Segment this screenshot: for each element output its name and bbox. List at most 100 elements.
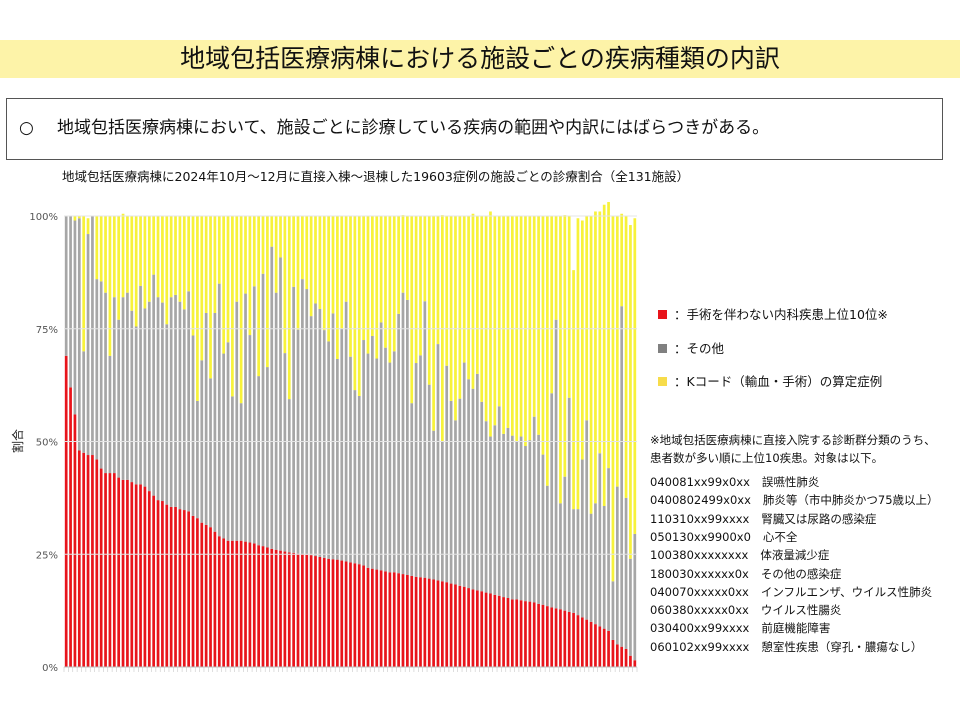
bar-segment-series-2 bbox=[633, 218, 637, 534]
bar-segment-series-1 bbox=[314, 303, 317, 557]
bar-segment-series-0 bbox=[99, 468, 103, 667]
bar-segment-series-1 bbox=[607, 468, 610, 631]
bar-segment-series-1 bbox=[510, 435, 514, 600]
bar-segment-series-1 bbox=[318, 308, 322, 557]
bar-segment-series-2 bbox=[322, 216, 326, 331]
bar-segment-series-0 bbox=[204, 524, 208, 667]
bar-segment-series-1 bbox=[515, 441, 519, 600]
bar-segment-series-0 bbox=[585, 619, 589, 667]
bar-segment-series-2 bbox=[467, 216, 470, 380]
bar-segment-series-0 bbox=[602, 628, 606, 667]
bar-segment-series-1 bbox=[497, 406, 501, 596]
bar-segment-series-0 bbox=[274, 549, 278, 667]
bar-segment-series-0 bbox=[178, 509, 182, 667]
bar-segment-series-1 bbox=[139, 285, 142, 485]
bar-segment-series-1 bbox=[528, 440, 532, 602]
legend-swatch-gray bbox=[658, 344, 667, 353]
bar-segment-series-2 bbox=[462, 216, 466, 363]
bar-segment-series-1 bbox=[401, 292, 405, 575]
bar-segment-series-2 bbox=[112, 216, 116, 298]
bar-segment-series-0 bbox=[362, 565, 365, 667]
bar-segment-series-0 bbox=[550, 607, 554, 667]
bar-segment-series-2 bbox=[357, 216, 361, 396]
bar-segment-series-1 bbox=[261, 273, 265, 547]
bar-segment-series-0 bbox=[458, 585, 462, 667]
bar-segment-series-0 bbox=[104, 473, 107, 667]
bar-segment-series-1 bbox=[69, 216, 72, 388]
bar-segment-series-0 bbox=[497, 595, 501, 667]
bar-segment-series-2 bbox=[375, 216, 379, 359]
bar-segment-series-0 bbox=[410, 575, 414, 667]
bar-segment-series-1 bbox=[213, 312, 217, 532]
bar-segment-series-2 bbox=[292, 216, 295, 287]
bar-segment-series-1 bbox=[462, 362, 466, 587]
bar-segment-series-0 bbox=[121, 479, 125, 667]
code-value: 040070xxxxx0xx bbox=[650, 584, 749, 599]
bar-segment-series-1 bbox=[165, 324, 169, 505]
code-value: 050130xx9900x0 bbox=[650, 529, 751, 544]
bar-segment-series-0 bbox=[336, 559, 339, 667]
bar-segment-series-0 bbox=[331, 559, 335, 667]
bar-segment-series-2 bbox=[73, 216, 77, 221]
summary-bullet: ○ bbox=[19, 118, 34, 138]
bar-segment-series-1 bbox=[375, 358, 379, 570]
bar-segment-series-0 bbox=[576, 615, 580, 667]
bar-segment-series-0 bbox=[161, 501, 164, 667]
bar-segment-series-2 bbox=[484, 216, 488, 422]
bar-segment-series-0 bbox=[292, 552, 295, 667]
bar-segment-series-1 bbox=[427, 384, 431, 579]
bar-segment-series-2 bbox=[209, 216, 212, 379]
bar-segment-series-0 bbox=[397, 573, 400, 667]
bar-segment-series-1 bbox=[454, 420, 457, 585]
bar-segment-series-1 bbox=[99, 281, 103, 469]
bar-segment-series-2 bbox=[82, 216, 86, 352]
bar-segment-series-2 bbox=[248, 216, 252, 336]
bar-segment-series-1 bbox=[283, 353, 287, 552]
bar-segment-series-0 bbox=[117, 477, 121, 667]
bar-segment-series-2 bbox=[340, 216, 344, 329]
bar-segment-series-2 bbox=[314, 216, 317, 304]
bar-segment-series-0 bbox=[406, 575, 409, 667]
bar-segment-series-0 bbox=[379, 570, 383, 667]
bar-segment-series-0 bbox=[480, 591, 484, 667]
bar-segment-series-0 bbox=[427, 578, 431, 667]
bar-segment-series-2 bbox=[252, 216, 256, 287]
bar-segment-series-0 bbox=[187, 511, 191, 667]
bar-segment-series-1 bbox=[322, 330, 326, 558]
bar-segment-series-1 bbox=[126, 292, 129, 480]
bar-segment-series-2 bbox=[353, 216, 357, 391]
bar-segment-series-1 bbox=[545, 485, 549, 607]
bar-segment-series-2 bbox=[594, 211, 597, 504]
code-value: 100380xxxxxxxx bbox=[650, 548, 749, 563]
bar-segment-series-2 bbox=[436, 216, 440, 345]
bar-segment-series-0 bbox=[515, 599, 519, 667]
bar-segment-series-1 bbox=[178, 301, 182, 510]
bar-segment-series-1 bbox=[209, 378, 212, 528]
bar-segment-series-2 bbox=[419, 216, 422, 356]
bar-segment-series-0 bbox=[620, 646, 624, 667]
bar-segment-series-1 bbox=[484, 421, 488, 593]
bar-segment-series-2 bbox=[336, 216, 339, 359]
bar-segment-series-2 bbox=[401, 215, 405, 293]
disease-name: ウイルス性腸炎 bbox=[760, 603, 842, 618]
bar-segment-series-1 bbox=[388, 362, 392, 573]
bar-segment-series-2 bbox=[497, 216, 501, 407]
bar-segment-series-1 bbox=[572, 509, 575, 613]
bar-segment-series-0 bbox=[532, 602, 536, 667]
bar-segment-series-1 bbox=[331, 313, 335, 560]
bar-segment-series-1 bbox=[340, 328, 344, 561]
bar-segment-series-1 bbox=[541, 454, 545, 605]
bar-segment-series-0 bbox=[86, 455, 90, 667]
bar-segment-series-1 bbox=[187, 291, 191, 512]
bar-segment-series-1 bbox=[471, 388, 475, 590]
bar-segment-series-1 bbox=[305, 289, 309, 555]
bar-segment-series-1 bbox=[121, 297, 125, 480]
bar-segment-series-1 bbox=[134, 326, 138, 485]
bar-segment-series-1 bbox=[598, 453, 602, 627]
bar-segment-series-0 bbox=[143, 486, 147, 667]
bar-segment-series-0 bbox=[629, 655, 632, 667]
bar-segment-series-1 bbox=[344, 301, 348, 562]
bar-segment-series-0 bbox=[327, 558, 330, 667]
bar-segment-series-1 bbox=[287, 399, 291, 553]
bar-segment-series-0 bbox=[611, 639, 615, 667]
